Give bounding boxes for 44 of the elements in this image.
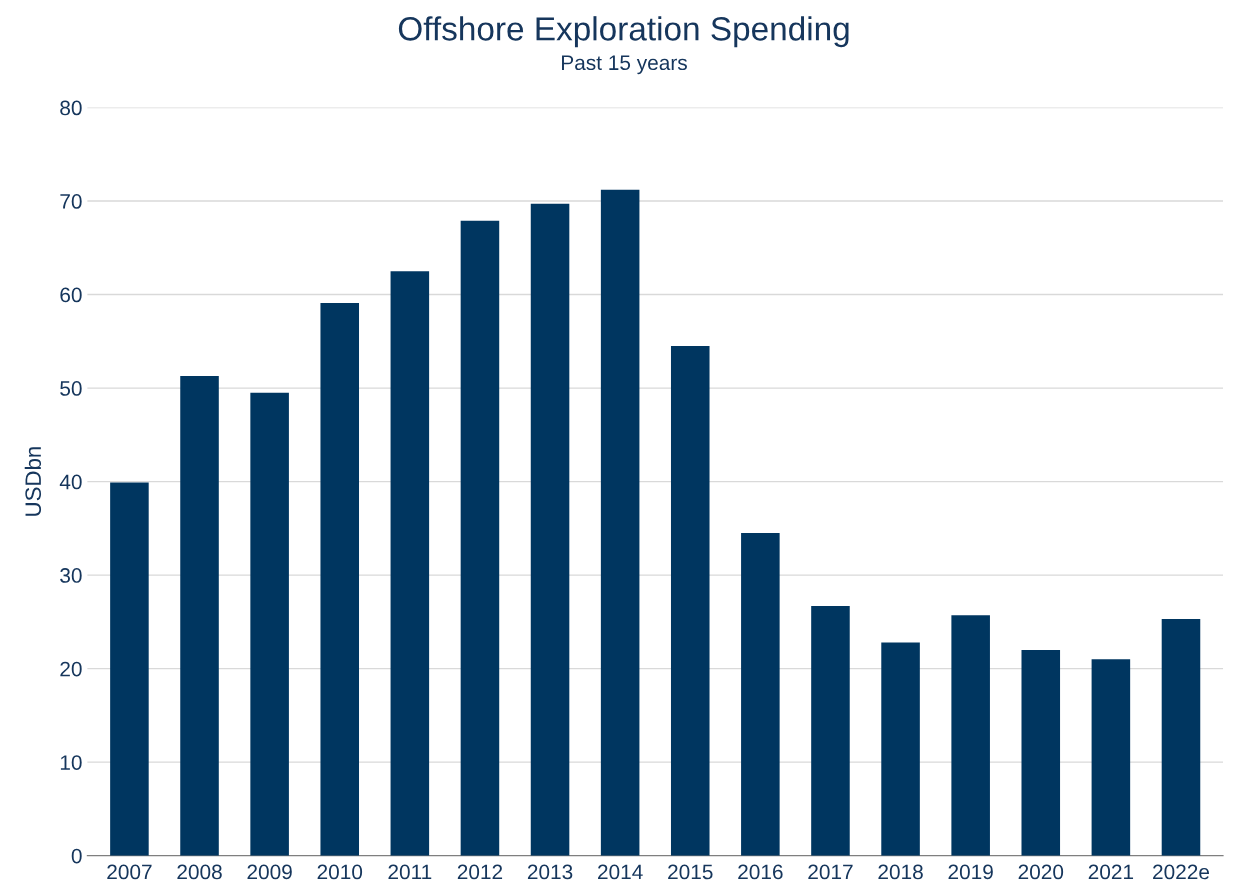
x-tick-label: 2016 xyxy=(738,864,783,880)
bar xyxy=(881,642,920,856)
y-tick-label: 50 xyxy=(60,381,82,396)
x-tick-label: 2021 xyxy=(1088,864,1134,880)
y-tick-label: 40 xyxy=(59,474,82,490)
y-tick-label: 10 xyxy=(60,755,82,770)
bar xyxy=(1021,649,1061,856)
y-tick-label: 30 xyxy=(60,568,82,583)
bar xyxy=(180,375,219,856)
bar xyxy=(250,392,289,856)
x-tick-label: 2014 xyxy=(598,864,643,880)
bar xyxy=(530,203,570,856)
bar xyxy=(110,482,149,856)
x-tick-label: 2011 xyxy=(388,864,432,880)
bar xyxy=(1161,619,1201,856)
chart-subtitle: Past 15 years xyxy=(562,55,687,75)
x-tick-label: 2022e xyxy=(1153,864,1210,880)
x-tick-label: 2018 xyxy=(878,864,923,880)
x-tick-label: 2012 xyxy=(457,864,503,880)
y-tick-label: 60 xyxy=(60,287,82,303)
y-tick-label: 0 xyxy=(71,848,82,864)
bar xyxy=(600,189,640,856)
x-tick-label: 2015 xyxy=(668,864,713,880)
y-axis-title: USDbn xyxy=(24,447,42,516)
bar xyxy=(1091,659,1131,856)
x-tick-label: 2019 xyxy=(948,864,993,880)
y-tick-label: 70 xyxy=(60,194,82,209)
chart-title: Offshore Exploration Spending xyxy=(398,16,849,48)
bar xyxy=(811,605,850,856)
x-tick-label: 2007 xyxy=(107,864,152,880)
x-tick-label: 2017 xyxy=(808,864,853,880)
bar xyxy=(670,346,710,856)
bar xyxy=(741,533,780,856)
x-tick-label: 2009 xyxy=(247,864,292,880)
x-tick-label: 2020 xyxy=(1018,864,1064,880)
x-tick-label: 2010 xyxy=(317,864,363,880)
bar xyxy=(951,615,990,856)
bar xyxy=(320,302,360,856)
y-tick-label: 80 xyxy=(60,100,82,116)
bar xyxy=(390,271,430,856)
x-tick-label: 2008 xyxy=(177,864,222,880)
x-tick-label: 2013 xyxy=(527,864,573,880)
y-tick-label: 20 xyxy=(60,661,82,677)
bar xyxy=(460,220,500,856)
